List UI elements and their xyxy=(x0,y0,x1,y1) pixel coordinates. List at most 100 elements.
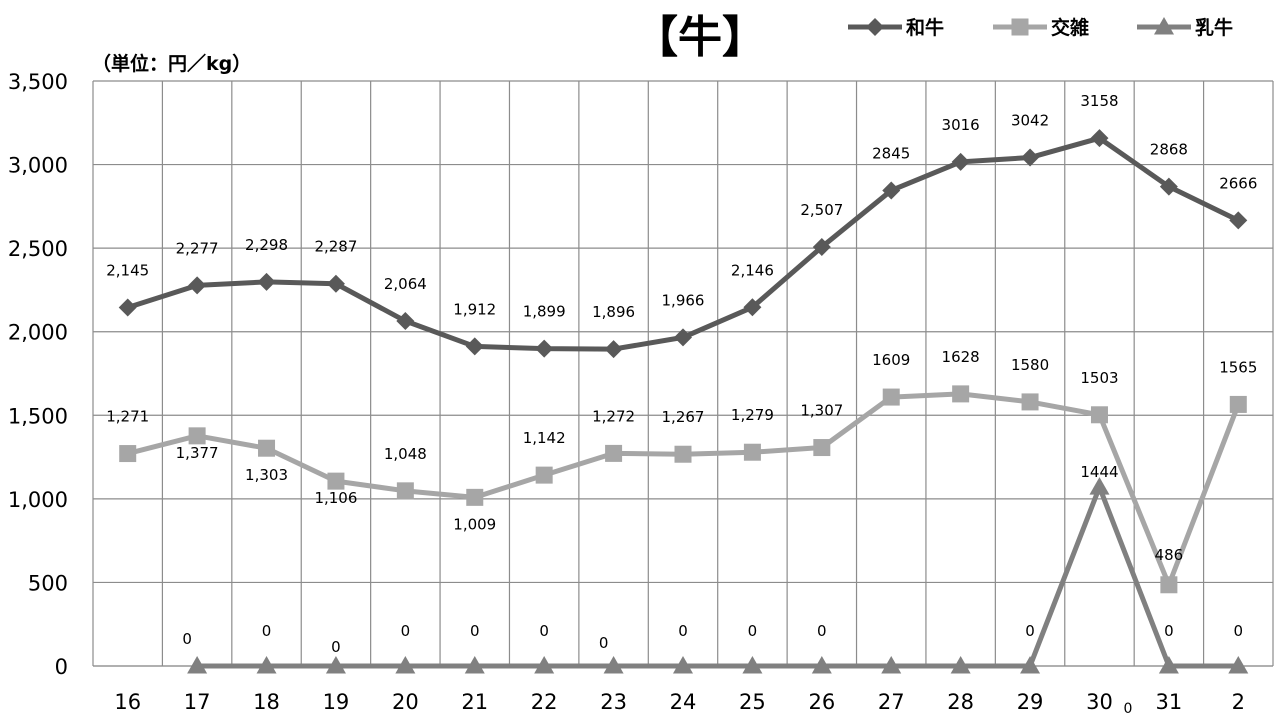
data-label: 1580 xyxy=(1011,356,1049,374)
data-label: 1,048 xyxy=(384,445,427,463)
data-point xyxy=(674,445,692,463)
data-point xyxy=(188,276,207,295)
data-point xyxy=(118,298,137,317)
data-point xyxy=(465,337,484,356)
x-tick-label: 27 xyxy=(878,690,905,714)
data-label: 0 xyxy=(678,622,688,640)
data-label: 1,966 xyxy=(662,291,705,309)
data-point xyxy=(812,237,831,256)
data-label: 0 xyxy=(1164,622,1174,640)
y-tick-label: 3,500 xyxy=(8,70,68,94)
data-point xyxy=(1021,148,1040,167)
data-point xyxy=(535,339,554,358)
chart-title: 【牛】 xyxy=(634,12,766,63)
data-label: 1,271 xyxy=(106,408,149,426)
data-label: 2,507 xyxy=(800,201,843,219)
y-tick-label: 2,500 xyxy=(8,237,68,261)
data-label: 1565 xyxy=(1219,358,1257,376)
data-point xyxy=(1229,395,1247,413)
data-point xyxy=(188,427,206,445)
data-point xyxy=(464,656,485,674)
data-label: 1,307 xyxy=(800,402,843,420)
y-tick-label: 3,000 xyxy=(8,154,68,178)
data-label: 2,146 xyxy=(731,261,774,279)
data-label: 1,303 xyxy=(245,466,288,484)
data-label: 1,272 xyxy=(592,407,635,425)
data-label: 2666 xyxy=(1219,174,1257,192)
legend-marker xyxy=(1154,17,1174,35)
data-point xyxy=(1090,129,1109,148)
x-tick-label: 26 xyxy=(808,690,835,714)
data-label: 0 xyxy=(1234,622,1244,640)
data-label: 0 xyxy=(182,630,192,648)
data-point xyxy=(327,472,345,490)
x-tick-label: 23 xyxy=(600,690,627,714)
x-tick-label: 29 xyxy=(1017,690,1044,714)
y-tick-label: 2,000 xyxy=(8,321,68,345)
data-label: 2,064 xyxy=(384,275,427,293)
series-markers xyxy=(118,129,1249,674)
data-point xyxy=(326,274,345,293)
data-point xyxy=(605,444,623,462)
x-tick-label: 20 xyxy=(392,690,419,714)
data-label: 1609 xyxy=(872,351,910,369)
x-tick-label: 21 xyxy=(461,690,488,714)
data-label: 1,267 xyxy=(662,408,705,426)
data-point xyxy=(1228,656,1249,674)
data-point xyxy=(673,656,693,674)
data-point xyxy=(1229,211,1248,230)
x-tick-label: 19 xyxy=(323,690,350,714)
data-label: 1,912 xyxy=(453,300,496,318)
data-label: 0 xyxy=(539,622,549,640)
data-point xyxy=(258,439,276,457)
x-tick-label: 30 xyxy=(1086,690,1113,714)
data-point xyxy=(466,488,484,506)
data-point xyxy=(396,312,415,331)
data-label: 3042 xyxy=(1011,112,1049,130)
series-line-3 xyxy=(197,484,1239,669)
series-lines xyxy=(126,135,1241,669)
data-label: 2,298 xyxy=(245,236,288,254)
data-point xyxy=(187,656,208,674)
data-label: 0 xyxy=(748,622,758,640)
data-point xyxy=(743,298,762,317)
legend: 和牛 交雑 乳牛 xyxy=(848,16,1233,39)
x-tick-label: 16 xyxy=(114,690,141,714)
x-tick-label: 17 xyxy=(184,690,211,714)
x-tick-label: 28 xyxy=(947,690,974,714)
data-point xyxy=(534,656,555,674)
data-label: 1,106 xyxy=(314,489,357,507)
data-label: 1,279 xyxy=(731,406,774,424)
legend-marker xyxy=(866,18,884,36)
data-label: 1,896 xyxy=(592,303,635,321)
data-point xyxy=(604,340,623,359)
series-line-1 xyxy=(126,135,1240,352)
data-point xyxy=(950,656,971,674)
data-point xyxy=(952,385,970,403)
data-label: 1444 xyxy=(1080,463,1118,481)
data-label: 0 xyxy=(599,634,609,652)
legend-marker xyxy=(1011,18,1029,36)
data-point xyxy=(1021,393,1039,411)
y-tick-label: 1,000 xyxy=(8,488,68,512)
stray-label: 0 xyxy=(1124,701,1133,715)
y-tick-label: 0 xyxy=(55,655,68,679)
data-label: 1,899 xyxy=(523,303,566,321)
data-label: 1,009 xyxy=(453,515,496,533)
data-point xyxy=(811,656,832,674)
data-labels: 2,145 2,277 2,298 2,287 2,064 1,912 1,899 1,896… xyxy=(106,92,1257,656)
x-tick-label: 31 xyxy=(1156,690,1183,714)
grid-lines xyxy=(92,80,1274,667)
data-label: 2,287 xyxy=(314,238,357,256)
data-point xyxy=(1160,576,1178,594)
y-tick-label: 500 xyxy=(28,571,68,595)
data-point xyxy=(881,656,902,674)
data-label: 2,277 xyxy=(176,239,219,257)
data-label: 3016 xyxy=(942,116,980,134)
axes: 0 500 1,000 1,500 2,000 2,500 3,000 3,500 16 17 18… xyxy=(8,70,1245,717)
data-point xyxy=(1089,477,1110,495)
legend-label: 和牛 xyxy=(906,16,944,39)
data-label: 3158 xyxy=(1080,92,1118,110)
x-tick-label: 18 xyxy=(253,690,280,714)
